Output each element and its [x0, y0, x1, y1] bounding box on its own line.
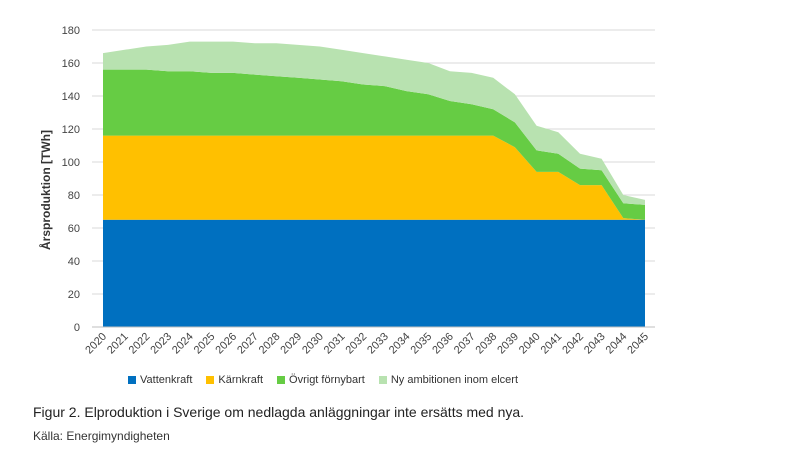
x-tick-label: 2026 — [213, 331, 239, 357]
x-tick-label: 2043 — [582, 331, 608, 357]
x-tick-label: 2035 — [409, 331, 435, 357]
legend-swatch-karnkraft — [206, 376, 215, 384]
x-tick-label: 2022 — [127, 331, 153, 357]
x-tick-label: 2039 — [495, 331, 521, 357]
x-tick-label: 2041 — [539, 331, 565, 357]
x-tick-label: 2033 — [365, 331, 391, 357]
x-tick-label: 2045 — [625, 331, 651, 357]
y-tick-label: 60 — [68, 223, 80, 235]
y-tick-label: 120 — [62, 124, 80, 136]
figure-caption: Figur 2. Elproduktion i Sverige om nedla… — [33, 404, 525, 420]
x-tick-label: 2042 — [560, 331, 586, 357]
x-tick-label: 2032 — [343, 331, 369, 357]
x-tick-label: 2031 — [322, 331, 348, 357]
x-tick-label: 2024 — [170, 331, 196, 357]
y-tick-label: 20 — [68, 289, 80, 301]
legend-item-ovrigt-fornybart: Övrigt förnybart — [277, 374, 365, 386]
x-tick-label: 2029 — [278, 331, 304, 357]
x-tick-label: 2044 — [604, 331, 630, 357]
x-tick-label: 2027 — [235, 331, 261, 357]
legend-label-karnkraft: Kärnkraft — [218, 374, 264, 386]
y-tick-label: 140 — [62, 91, 80, 103]
x-tick-label: 2028 — [257, 331, 283, 357]
x-tick-label: 2040 — [517, 331, 543, 357]
legend-swatch-vattenkraft — [128, 376, 136, 384]
x-tick-label: 2036 — [430, 331, 456, 357]
area-övrigt-förnybart — [103, 69, 645, 220]
area-ny-ambitionen-inom-elcert — [103, 41, 645, 205]
y-tick-label: 0 — [74, 322, 80, 334]
x-tick-label: 2034 — [387, 331, 413, 357]
y-axis-label: Årsproduktion [TWh] — [38, 130, 53, 250]
legend-label-ovrigt-fornybart: Övrigt förnybart — [289, 374, 365, 386]
y-tick-label: 40 — [68, 256, 80, 268]
legend-label-elcert: Ny ambitionen inom elcert — [390, 374, 519, 386]
legend-label-vattenkraft: Vattenkraft — [140, 374, 193, 386]
legend-item-elcert: Ny ambitionen inom elcert — [378, 374, 519, 386]
area-vattenkraft — [103, 219, 645, 327]
x-axis-ticks: 2020202120222023202420252026202720282029… — [83, 331, 651, 357]
y-axis-ticks: 0 20 40 60 80 100 120 140 160 180 — [62, 25, 80, 334]
figure-source: Källa: Energimyndigheten — [33, 429, 170, 443]
x-tick-label: 2030 — [300, 331, 326, 357]
x-tick-label: 2021 — [105, 331, 131, 357]
y-tick-label: 80 — [68, 190, 80, 202]
x-tick-label: 2025 — [192, 331, 218, 357]
legend: Vattenkraft Kärnkraft Övrigt förnybart N… — [128, 374, 518, 386]
legend-swatch-elcert — [378, 376, 387, 384]
x-tick-label: 2038 — [474, 331, 500, 357]
area-kärnkraft — [103, 135, 645, 220]
y-tick-label: 160 — [62, 58, 80, 70]
x-tick-label: 2020 — [83, 331, 109, 357]
y-tick-label: 100 — [62, 157, 80, 169]
legend-swatch-ovrigt-fornybart — [277, 376, 286, 384]
legend-item-karnkraft: Kärnkraft — [206, 374, 263, 386]
y-tick-label: 180 — [62, 25, 80, 37]
x-tick-label: 2037 — [452, 331, 478, 357]
legend-item-vattenkraft: Vattenkraft — [128, 374, 192, 386]
x-tick-label: 2023 — [148, 331, 174, 357]
chart-areas — [103, 41, 645, 327]
